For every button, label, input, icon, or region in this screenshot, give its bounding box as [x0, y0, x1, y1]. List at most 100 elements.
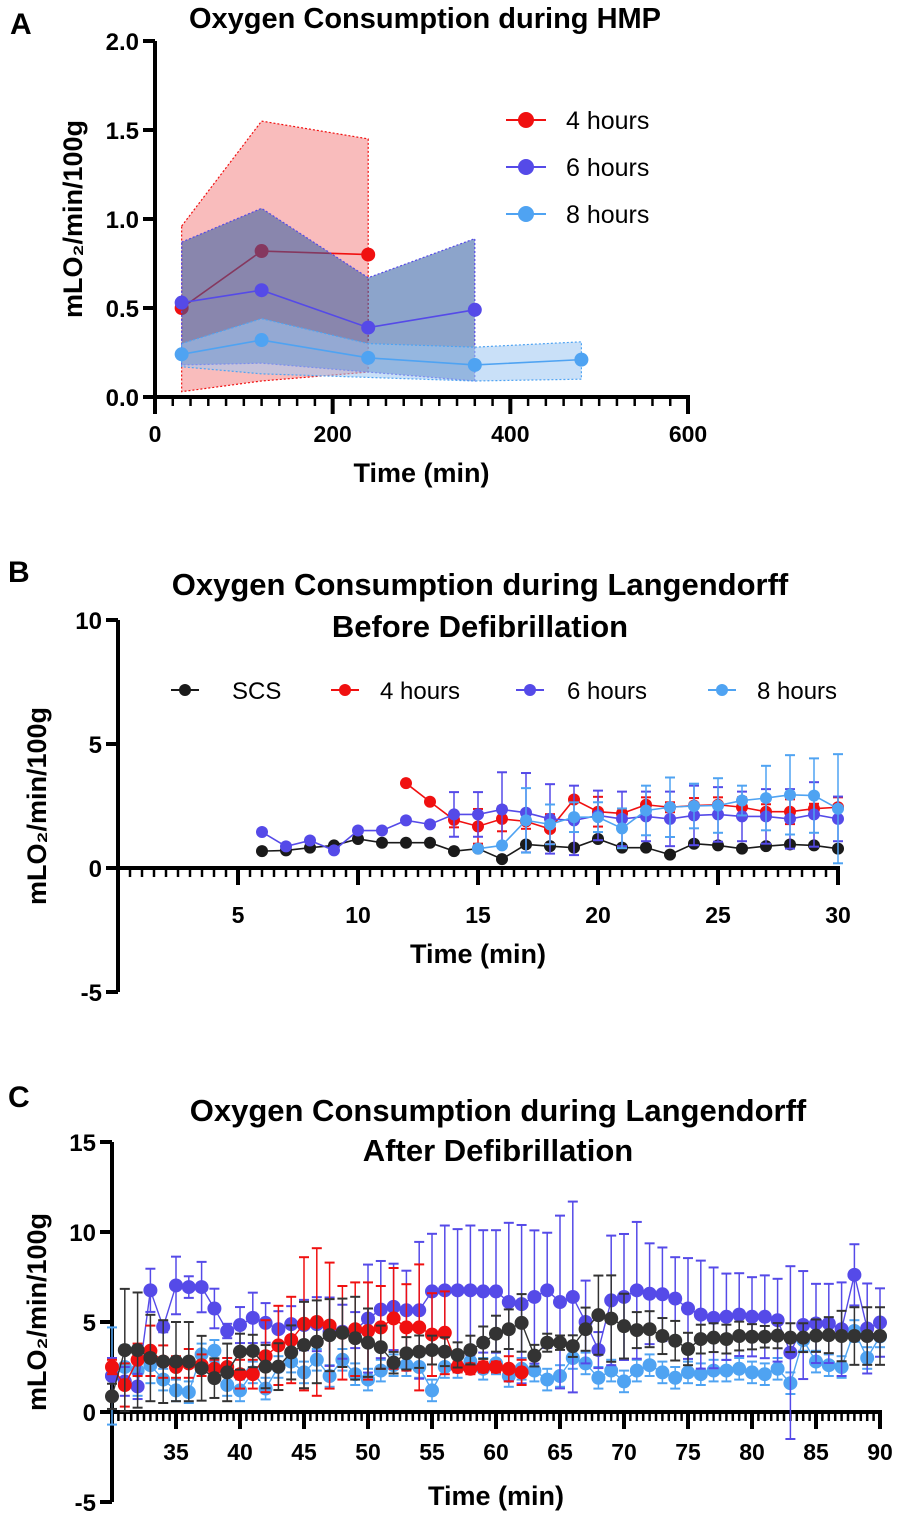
data-point	[860, 1329, 875, 1344]
data-point	[448, 845, 460, 858]
data-point	[784, 788, 796, 801]
data-point	[169, 1354, 183, 1369]
data-point	[514, 1365, 529, 1380]
data-point	[642, 1322, 657, 1337]
data-point	[412, 1344, 427, 1359]
panel-letter: B	[8, 556, 30, 589]
legend-item: 4 hours	[506, 107, 649, 135]
data-point	[194, 1280, 209, 1295]
x-tick-label: 200	[313, 421, 351, 447]
data-point	[399, 1346, 414, 1361]
data-point	[732, 1307, 747, 1322]
data-point	[681, 1301, 695, 1316]
data-point	[540, 1335, 555, 1350]
data-point	[736, 794, 748, 807]
data-point	[592, 811, 604, 824]
data-point	[425, 1284, 439, 1299]
data-point	[361, 1335, 375, 1350]
data-point	[640, 841, 652, 854]
data-point	[540, 1372, 555, 1387]
data-point	[489, 1360, 503, 1374]
series-8-hours	[174, 318, 589, 382]
x-tick-label: 0	[149, 421, 162, 447]
y-tick-label: 5	[89, 732, 102, 759]
y-tick-label: 1.0	[106, 207, 139, 234]
y-tick-label: 1.5	[106, 118, 139, 145]
x-tick-label: 50	[355, 1439, 381, 1465]
chart-title: Oxygen Consumption during Langendorff	[190, 1093, 807, 1128]
legend-label: SCS	[232, 678, 281, 705]
data-point	[681, 1365, 695, 1380]
data-point	[719, 1332, 734, 1347]
data-point	[501, 1361, 516, 1376]
y-axis-label: mLO₂/min/100g	[58, 120, 88, 318]
data-point	[553, 1335, 567, 1350]
data-point	[472, 808, 484, 821]
data-point	[463, 1343, 478, 1358]
data-point	[693, 1332, 708, 1347]
data-point	[706, 1330, 721, 1345]
data-point	[540, 1283, 555, 1298]
data-point	[847, 1267, 862, 1282]
legend-marker	[339, 684, 351, 696]
data-point	[706, 1363, 721, 1378]
y-tick-label: 5	[83, 1310, 96, 1337]
data-point	[220, 1324, 235, 1338]
data-point	[527, 1289, 542, 1304]
data-point	[770, 1361, 785, 1376]
data-point	[712, 799, 724, 812]
data-point	[450, 1347, 465, 1362]
x-tick-label: 30	[825, 902, 851, 928]
data-point	[565, 1289, 580, 1304]
y-tick-label: 15	[69, 1130, 96, 1157]
x-tick-label: 70	[611, 1439, 637, 1465]
x-tick-label: 60	[483, 1439, 509, 1465]
data-point	[424, 818, 436, 831]
data-point	[424, 795, 436, 808]
x-tick-label: 25	[705, 902, 731, 928]
data-point	[496, 853, 508, 866]
panel-letter: C	[8, 1081, 30, 1114]
x-tick-label: 400	[491, 421, 529, 447]
data-point	[425, 1383, 439, 1398]
data-point	[361, 247, 376, 262]
data-point	[373, 1340, 388, 1355]
data-point	[578, 1322, 593, 1337]
data-point	[668, 1291, 683, 1306]
data-point	[617, 1319, 631, 1334]
x-axis-label: Time (min)	[410, 939, 546, 969]
data-point	[467, 302, 482, 317]
panel-C: C Oxygen Consumption during Langendorff Af…	[8, 1081, 893, 1517]
data-point	[233, 1383, 247, 1398]
data-point	[770, 1328, 785, 1343]
series-8-hours	[472, 753, 844, 865]
legend-label: 6 hours	[566, 154, 649, 182]
data-point	[693, 1307, 708, 1322]
data-point	[174, 347, 189, 362]
legend-label: 4 hours	[380, 678, 460, 705]
data-point	[514, 1315, 529, 1330]
data-point	[386, 1355, 401, 1370]
data-point	[181, 1280, 196, 1295]
data-point	[832, 802, 844, 815]
data-point	[629, 1323, 644, 1338]
data-point	[245, 1367, 260, 1382]
data-point	[376, 836, 388, 849]
chart-title: After Defibrillation	[363, 1133, 633, 1168]
data-point	[254, 333, 269, 348]
data-point	[821, 1328, 836, 1343]
data-point	[501, 1322, 516, 1337]
data-point	[629, 1363, 644, 1378]
y-tick-label: -5	[75, 1490, 96, 1517]
data-point	[668, 1370, 683, 1385]
data-point	[719, 1309, 734, 1324]
data-point	[335, 1325, 350, 1340]
data-point	[655, 1287, 670, 1302]
data-point	[568, 811, 580, 824]
data-point	[361, 320, 376, 335]
data-point	[681, 1342, 695, 1356]
data-point	[496, 839, 508, 852]
data-point	[496, 803, 508, 816]
x-tick-label: 90	[867, 1439, 893, 1465]
